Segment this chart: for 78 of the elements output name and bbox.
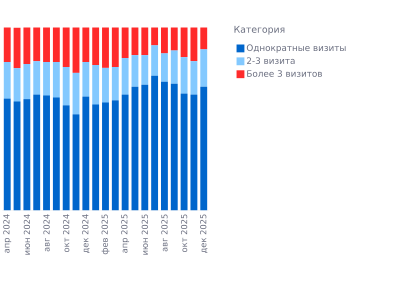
x-tick-label: окт 2025 — [180, 214, 188, 252]
bar — [200, 86, 208, 210]
bar — [52, 62, 60, 98]
bar — [112, 67, 119, 100]
bar — [33, 61, 40, 95]
bar — [14, 28, 20, 68]
bar — [151, 28, 158, 46]
bar — [92, 28, 100, 66]
bar — [4, 98, 11, 210]
x-tick-label: июн 2025 — [142, 214, 148, 255]
bar — [151, 45, 158, 76]
bar — [33, 94, 40, 210]
x-tick-label: июн 2024 — [24, 214, 30, 255]
bar — [200, 28, 208, 50]
bar — [52, 28, 60, 62]
bar — [33, 28, 40, 62]
bar — [23, 28, 30, 64]
bar — [141, 55, 148, 85]
bar — [82, 96, 90, 210]
bar — [82, 28, 90, 62]
legend-title: Категория — [234, 26, 284, 35]
bar — [170, 28, 178, 50]
bar — [92, 104, 100, 210]
bar — [200, 49, 208, 87]
bar — [72, 28, 80, 73]
bar — [112, 100, 119, 210]
bar — [190, 28, 198, 62]
bar — [170, 84, 178, 210]
legend-label: Более 3 визитов — [247, 70, 322, 77]
bar — [4, 28, 11, 62]
bar — [141, 84, 148, 210]
bar — [132, 55, 138, 87]
bar — [161, 28, 168, 54]
bar — [52, 98, 60, 210]
bar — [62, 105, 70, 210]
bar — [62, 67, 70, 106]
x-tick-label: дек 2024 — [82, 214, 90, 254]
x-tick-label: апр 2024 — [3, 214, 12, 253]
bar — [132, 86, 138, 210]
bar — [122, 28, 129, 58]
bar — [72, 72, 80, 114]
bar — [190, 61, 198, 95]
bar — [122, 94, 129, 210]
bar — [151, 76, 158, 210]
bar — [4, 62, 11, 99]
bar — [180, 57, 188, 94]
bar — [72, 114, 80, 210]
bar — [102, 68, 109, 103]
bar — [82, 62, 90, 97]
bar — [43, 62, 50, 96]
bar — [23, 99, 30, 210]
bar — [112, 28, 119, 68]
bar — [132, 28, 138, 56]
bar — [62, 28, 70, 68]
bar — [180, 28, 188, 58]
x-tick-label: фев 2025 — [102, 214, 110, 254]
bar — [170, 50, 178, 84]
bar — [43, 96, 50, 210]
bar — [14, 102, 20, 210]
bar — [180, 94, 188, 210]
bar — [190, 94, 198, 210]
bar — [43, 28, 50, 62]
bar — [14, 68, 20, 102]
bar — [161, 53, 168, 82]
x-tick-label: окт 2024 — [63, 214, 70, 252]
bar — [23, 64, 30, 100]
legend-label: Однократные визиты — [246, 44, 346, 53]
bar — [102, 28, 109, 68]
bar — [141, 28, 148, 56]
bar — [122, 58, 129, 95]
x-tick-label: апр 2025 — [121, 214, 130, 253]
x-tick-label: дек 2025 — [200, 214, 208, 254]
bar — [102, 102, 109, 210]
x-tick-label: авг 2024 — [43, 214, 50, 252]
bar — [161, 82, 168, 210]
bar — [92, 65, 100, 105]
legend-label: 2-3 визита — [247, 57, 295, 64]
x-tick-label: авг 2025 — [161, 214, 168, 252]
